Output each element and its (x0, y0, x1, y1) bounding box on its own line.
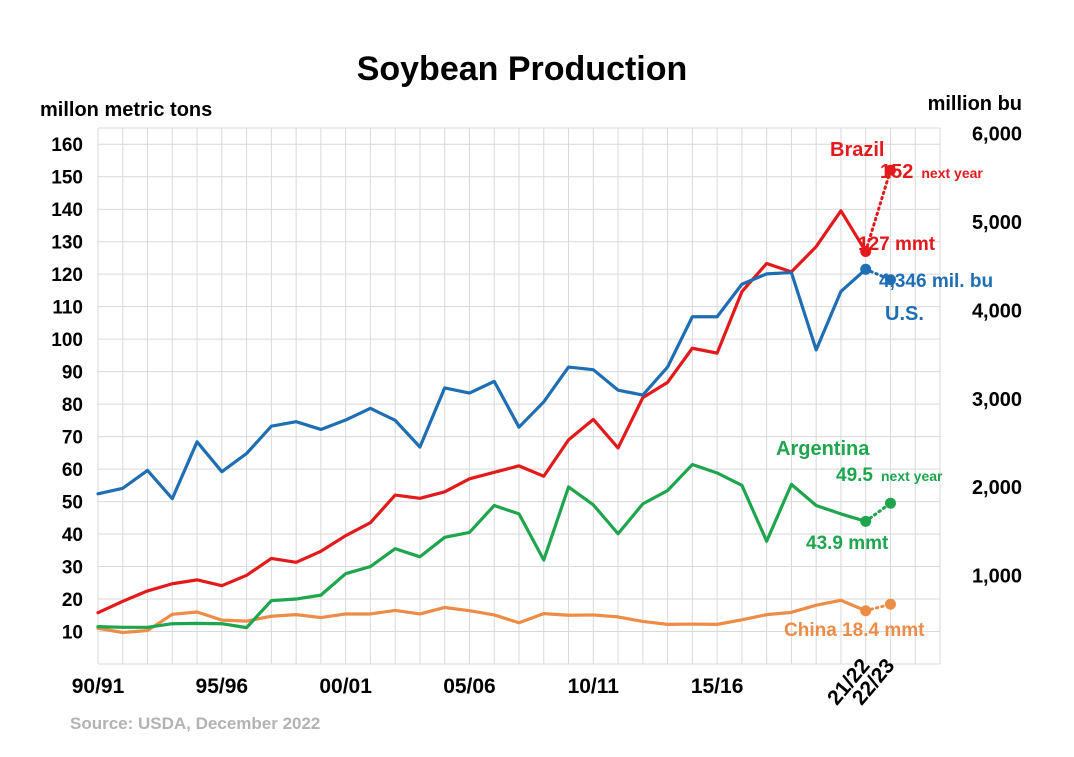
brazil-name-label: Brazil (830, 139, 884, 161)
brazil-current-point (860, 245, 872, 257)
y2-tick-label: 3,000 (972, 389, 1022, 411)
brazil-value-label-part: 127 mmt (858, 234, 936, 255)
brazil-series-line (96, 209, 868, 615)
y-tick-label: 160 (51, 135, 83, 156)
brazil-value-label: 127 mmt (858, 234, 936, 255)
y2-axis-title: million bu (928, 93, 1022, 115)
y-tick-label: 20 (62, 590, 83, 611)
y-tick-label: 80 (62, 395, 83, 416)
argentina-series-line (96, 462, 868, 630)
x-tick-label: 10/11 (568, 675, 620, 698)
y2-tick-label: 1,000 (972, 566, 1022, 588)
china-value-label-part: China 18.4 mmt (784, 620, 925, 641)
argentina-projection-label-part: 49.5 (836, 465, 873, 486)
us-value-label-part: 4,346 mil. bu (879, 271, 993, 292)
china-value-label: China 18.4 mmt (784, 620, 925, 641)
us-series-line (96, 267, 868, 501)
us-projection-point (884, 274, 896, 286)
x-tick-label: 15/16 (691, 675, 744, 698)
y-tick-label: 10 (62, 623, 83, 644)
y-tick-label: 150 (51, 168, 83, 189)
y2-tick-label: 6,000 (972, 124, 1022, 146)
chart-title: Soybean Production (357, 50, 688, 88)
us-name-label-part: U.S. (885, 303, 924, 325)
x-tick-label: 95/96 (196, 675, 249, 698)
argentina-projection-label-part: next year (881, 468, 943, 484)
argentina-current-point (860, 515, 872, 527)
y-tick-label: 120 (51, 265, 83, 286)
us-name-label: U.S. (885, 303, 924, 325)
series-lines (96, 164, 896, 635)
y-tick-label: 140 (51, 200, 83, 221)
y2-tick-label: 5,000 (972, 212, 1022, 234)
us-current-point (860, 263, 872, 275)
y-axis-title: millon metric tons (40, 99, 212, 121)
argentina-name-label: Argentina (776, 438, 870, 460)
brazil-projection-label: 152 next year (880, 161, 983, 183)
china-current-point (860, 605, 872, 617)
china-series-line (96, 598, 868, 635)
brazil-projection-label-part: next year (921, 165, 983, 181)
x-tick-label: 90/91 (72, 675, 125, 698)
y-tick-label: 130 (51, 233, 83, 254)
y-tick-label: 50 (62, 493, 83, 514)
y-tick-label: 30 (62, 558, 83, 579)
brazil-projection-label-part: 152 (880, 161, 913, 183)
y-tick-label: 60 (62, 460, 83, 481)
argentina-value-label-part: 43.9 mmt (806, 533, 889, 554)
y2-tick-label: 4,000 (972, 300, 1022, 322)
argentina-value-label: 43.9 mmt (806, 533, 889, 554)
gridlines (97, 127, 941, 665)
y2-tick-label: 2,000 (972, 477, 1022, 499)
y-tick-label: 70 (62, 428, 83, 449)
argentina-name-label-part: Argentina (776, 438, 870, 460)
argentina-projection-point (884, 497, 896, 509)
x-tick-label: 05/06 (443, 675, 496, 698)
y-tick-label: 90 (62, 363, 83, 384)
brazil-name-label-part: Brazil (830, 139, 884, 161)
china-projection-point (884, 598, 896, 610)
x-tick-label: 00/01 (319, 675, 372, 698)
y-tick-label: 100 (51, 330, 83, 351)
source-note: Source: USDA, December 2022 (70, 714, 320, 733)
argentina-projection-label: 49.5 next year (836, 465, 943, 486)
us-value-label: 4,346 mil. bu (879, 271, 993, 292)
brazil-projection-line (864, 168, 892, 253)
y-tick-label: 40 (62, 525, 83, 546)
brazil-projection-point (884, 164, 896, 176)
y-tick-label: 110 (52, 298, 83, 319)
